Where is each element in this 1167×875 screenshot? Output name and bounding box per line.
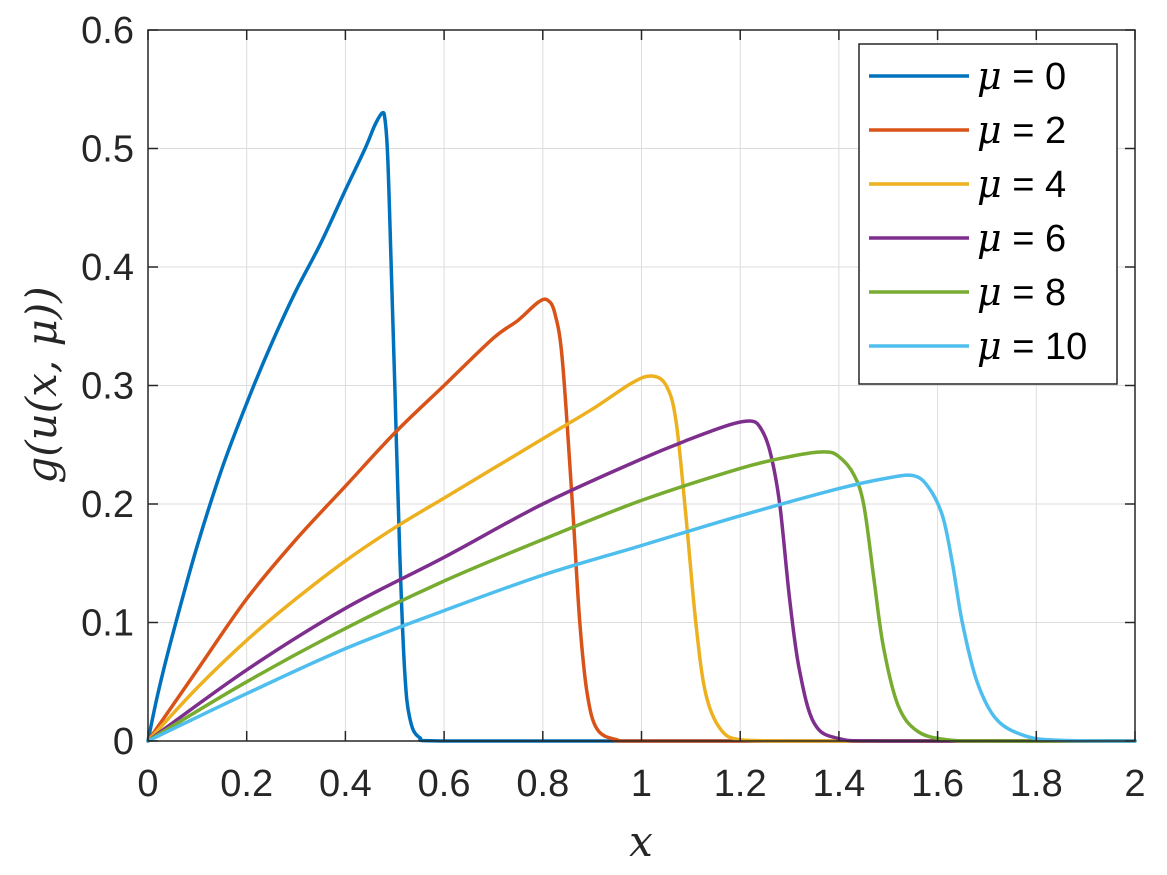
y-tick-labels: 0 0.1 0.2 0.3 0.4 0.5 0.6 xyxy=(81,10,134,763)
legend-box xyxy=(858,43,1118,385)
series-line-mu-2 xyxy=(146,374,1137,743)
legend-label: μ = 10 xyxy=(977,324,1087,368)
y-tick-label: 0.6 xyxy=(81,10,134,52)
legend-label: μ = 2 xyxy=(977,108,1066,152)
legend-label: μ = 8 xyxy=(977,270,1066,314)
series-line-mu-3 xyxy=(146,419,1137,743)
x-tick-label: 1 xyxy=(631,763,652,805)
y-tick-label: 0.3 xyxy=(81,366,134,408)
y-tick-label: 0.2 xyxy=(81,484,134,526)
x-tick-label: 0.2 xyxy=(220,763,273,805)
x-tick-label: 0.4 xyxy=(319,763,372,805)
x-tick-label: 2 xyxy=(1124,763,1145,805)
ticks xyxy=(147,29,1136,742)
y-tick-label: 0.5 xyxy=(81,129,134,171)
y-tick-label: 0.4 xyxy=(81,247,134,289)
x-tick-label: 0 xyxy=(137,763,158,805)
y-tick-label: 0 xyxy=(113,721,134,763)
x-axis-label: x xyxy=(629,817,653,866)
x-tick-label: 0.6 xyxy=(418,763,471,805)
x-tick-label: 1.6 xyxy=(911,763,964,805)
x-tick-label: 0.8 xyxy=(516,763,569,805)
legend-label: μ = 0 xyxy=(977,54,1066,98)
x-tick-label: 1.8 xyxy=(1010,763,1063,805)
x-tick-labels: 0 0.2 0.4 0.6 0.8 1 1.2 1.4 1.6 1.8 2 xyxy=(137,763,1145,805)
series-line-mu-4 xyxy=(146,450,1137,743)
legend-label: μ = 6 xyxy=(977,216,1066,260)
x-tick-label: 1.4 xyxy=(812,763,865,805)
y-axis-label: g(u(x, μ)) xyxy=(17,286,66,483)
legend-label: μ = 4 xyxy=(977,162,1066,206)
legend: μ = 0 μ = 2 μ = 4 μ = 6 μ = 8 μ = 10 xyxy=(858,43,1118,385)
y-tick-label: 0.1 xyxy=(81,603,134,645)
series-line-mu-5 xyxy=(146,473,1137,743)
x-tick-label: 1.2 xyxy=(714,763,767,805)
